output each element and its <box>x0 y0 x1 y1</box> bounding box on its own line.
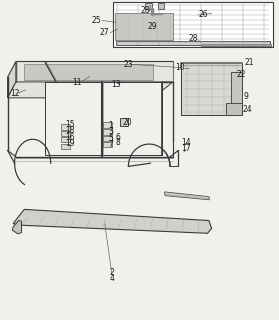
Polygon shape <box>61 124 69 130</box>
Polygon shape <box>104 123 112 128</box>
Polygon shape <box>102 82 162 155</box>
Polygon shape <box>231 72 242 106</box>
Text: 16: 16 <box>65 132 74 141</box>
Polygon shape <box>13 209 212 233</box>
Text: 27: 27 <box>100 28 110 37</box>
Text: 12: 12 <box>10 89 20 98</box>
Text: 10: 10 <box>175 63 185 72</box>
Text: 9: 9 <box>243 92 248 101</box>
Text: 28: 28 <box>189 35 198 44</box>
Bar <box>113 2 273 47</box>
Text: 29: 29 <box>147 22 157 31</box>
Text: 23: 23 <box>124 60 133 69</box>
Polygon shape <box>201 44 271 46</box>
Text: 8: 8 <box>116 138 120 147</box>
Polygon shape <box>61 144 69 149</box>
Text: 19: 19 <box>65 139 74 148</box>
Polygon shape <box>116 41 270 45</box>
Polygon shape <box>8 61 16 98</box>
Polygon shape <box>61 131 69 136</box>
Text: 22: 22 <box>236 70 246 79</box>
Text: 3: 3 <box>108 127 113 136</box>
Text: 25: 25 <box>92 16 101 25</box>
Polygon shape <box>61 137 69 142</box>
Polygon shape <box>104 136 112 141</box>
Polygon shape <box>8 82 173 98</box>
Text: 20: 20 <box>122 118 132 127</box>
Polygon shape <box>24 64 153 80</box>
Text: 17: 17 <box>181 144 191 153</box>
Polygon shape <box>119 118 128 125</box>
Polygon shape <box>165 192 210 200</box>
Polygon shape <box>114 13 173 40</box>
Polygon shape <box>16 61 173 82</box>
Text: 11: 11 <box>72 78 82 87</box>
Polygon shape <box>12 220 21 234</box>
Polygon shape <box>145 3 152 9</box>
Polygon shape <box>158 3 165 9</box>
Text: 13: 13 <box>111 80 121 89</box>
Polygon shape <box>104 142 112 147</box>
Polygon shape <box>225 103 242 116</box>
Polygon shape <box>181 63 242 116</box>
Polygon shape <box>45 82 102 155</box>
Text: 18: 18 <box>65 126 74 135</box>
Text: 15: 15 <box>65 120 74 129</box>
Text: 21: 21 <box>244 58 254 67</box>
Text: 7: 7 <box>108 140 113 149</box>
Text: 26: 26 <box>199 10 208 19</box>
Polygon shape <box>104 129 112 134</box>
Text: 6: 6 <box>116 132 120 141</box>
Text: 28: 28 <box>140 6 150 15</box>
Text: 14: 14 <box>181 138 191 147</box>
Text: 4: 4 <box>109 274 114 283</box>
Text: 24: 24 <box>242 105 252 114</box>
Text: 5: 5 <box>108 134 113 143</box>
Text: 1: 1 <box>108 121 113 130</box>
Text: 2: 2 <box>109 268 114 277</box>
